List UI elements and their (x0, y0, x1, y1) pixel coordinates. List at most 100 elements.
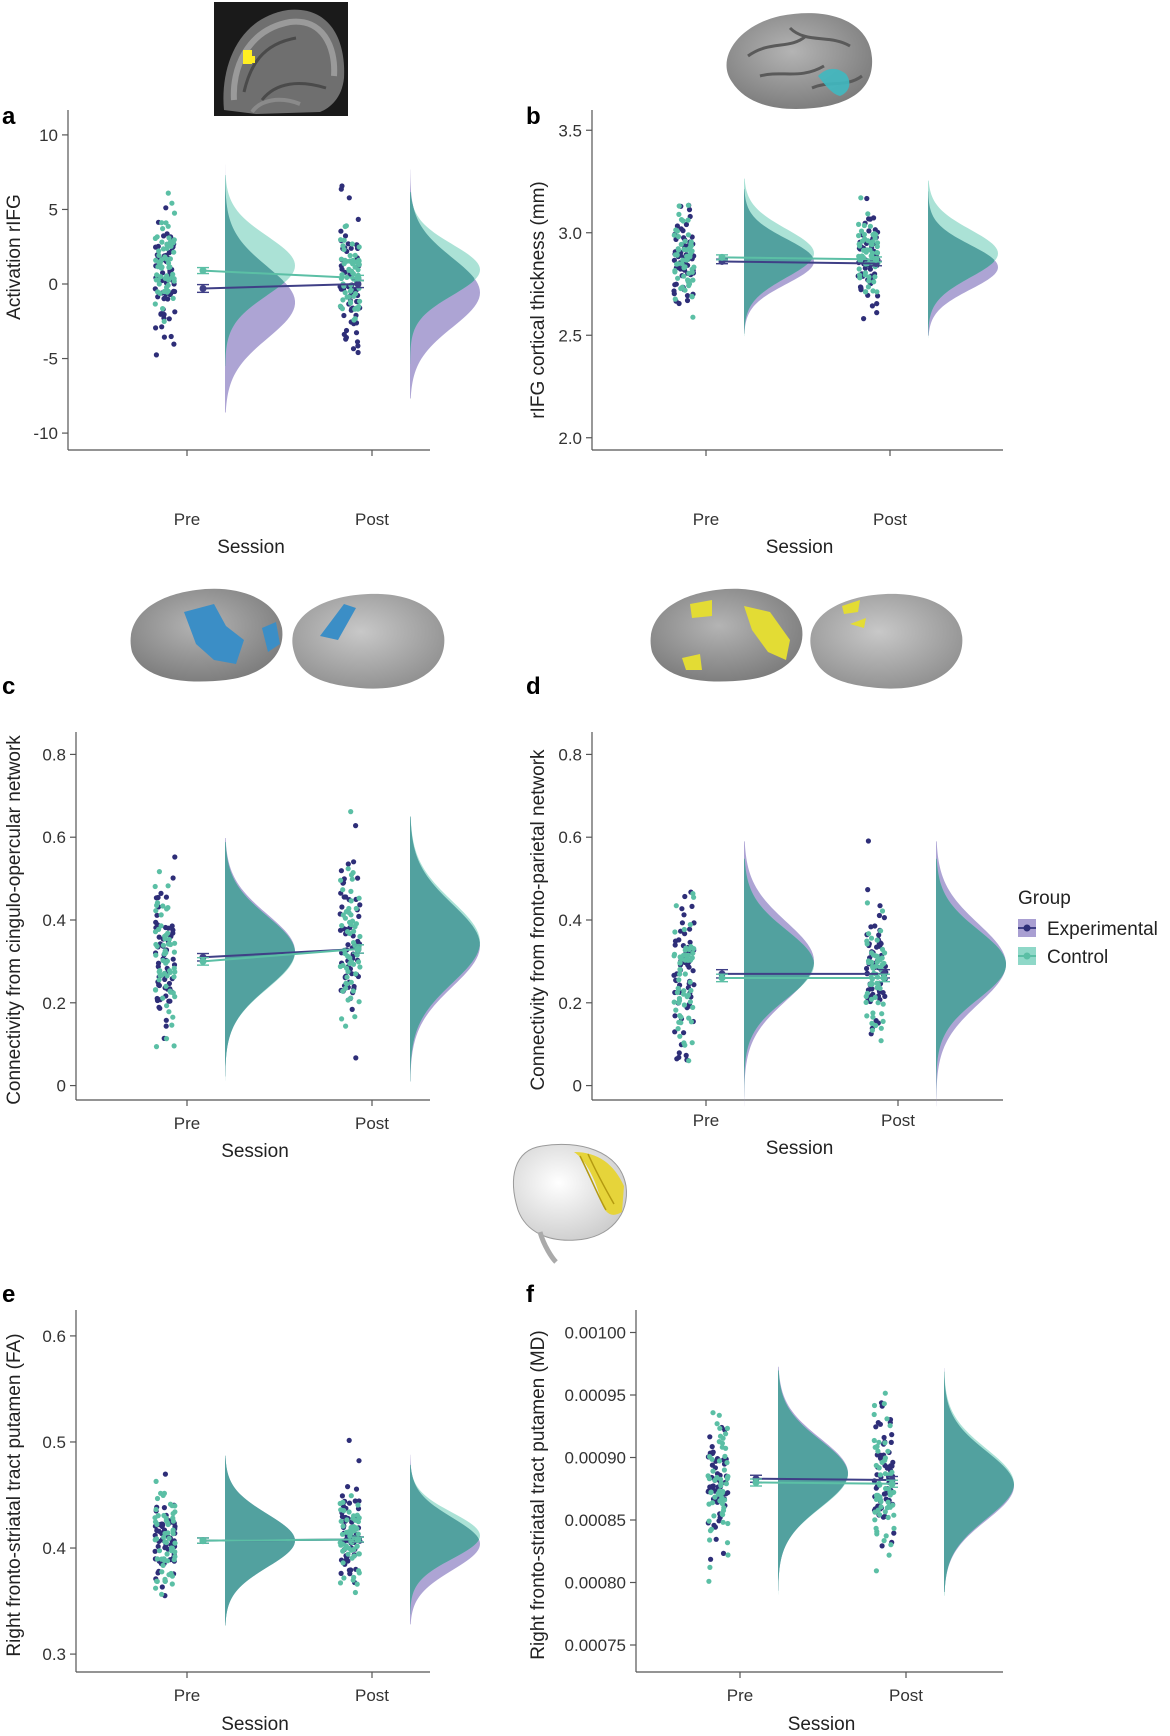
data-point-control (873, 1568, 880, 1574)
data-point-control (866, 278, 872, 284)
data-point-control (350, 1515, 356, 1521)
data-point-experimental (708, 1556, 714, 1562)
data-point-control (153, 1044, 160, 1050)
y-tick-label: 0.00100 (565, 1324, 626, 1343)
data-point-control (340, 1523, 346, 1529)
data-point-control (690, 1004, 696, 1011)
mean-point-control (354, 1536, 362, 1544)
data-point-control (347, 1533, 353, 1539)
data-point-control (687, 979, 693, 985)
data-point-control (866, 931, 872, 937)
data-point-experimental (353, 823, 359, 829)
data-point-experimental (686, 207, 693, 213)
x-tick-label: Post (881, 1111, 915, 1130)
data-point-control (170, 1511, 176, 1517)
data-point-experimental (172, 288, 178, 295)
y-tick-label: 0.4 (42, 1539, 66, 1558)
data-point-control (880, 1018, 886, 1024)
data-point-control (165, 260, 172, 266)
mean-point-control (199, 1537, 207, 1545)
data-point-control (353, 905, 359, 912)
data-point-experimental (338, 868, 344, 874)
data-point-control (153, 277, 159, 283)
y-axis-title: Right fronto-striatal tract putamen (FA) (4, 1333, 25, 1656)
data-point-control (721, 1467, 728, 1473)
data-point-control (723, 1445, 729, 1451)
data-point-control (872, 1444, 878, 1450)
data-point-control (884, 1416, 890, 1422)
chart-panel-f: 0.00075 0.00080 0.00085 0.00090 0.00095 0.001… (528, 1310, 1014, 1735)
data-point-control (356, 999, 362, 1005)
data-point-experimental (869, 303, 876, 309)
data-point-experimental (155, 964, 161, 970)
data-point-control (876, 1465, 882, 1471)
data-point-control (720, 1519, 726, 1525)
data-point-experimental (865, 887, 871, 893)
data-point-experimental (875, 293, 881, 299)
data-point-control (155, 1513, 161, 1519)
y-tick-label: 0.00095 (565, 1386, 626, 1405)
data-point-experimental (674, 223, 681, 229)
data-point-experimental (169, 923, 175, 929)
data-point-control (154, 272, 160, 278)
mean-point-control (752, 1479, 760, 1486)
data-point-control (154, 1495, 161, 1502)
data-point-control (676, 998, 683, 1004)
data-point-experimental (672, 1029, 678, 1035)
data-point-control (353, 1525, 359, 1531)
data-point-control (169, 200, 175, 206)
data-point-control (724, 1474, 731, 1480)
data-point-control (863, 247, 869, 253)
data-point-control (676, 211, 682, 217)
data-point-control (872, 274, 878, 280)
x-axis-title: Session (788, 1714, 856, 1735)
data-point-control (691, 894, 697, 900)
data-point-control (349, 241, 355, 247)
data-point-experimental (684, 293, 691, 299)
data-point-control (172, 940, 178, 946)
mean-line-experimental (755, 1477, 893, 1481)
data-point-control (675, 261, 681, 267)
data-point-control (170, 1518, 176, 1524)
data-point-control (719, 1495, 725, 1501)
data-point-control (878, 928, 884, 934)
data-point-experimental (341, 331, 347, 337)
data-point-control (681, 1002, 688, 1008)
data-point-experimental (172, 854, 178, 860)
data-point-control (347, 288, 353, 294)
data-point-experimental (165, 925, 171, 931)
data-point-control (678, 1014, 684, 1020)
data-point-control (163, 950, 169, 956)
data-point-experimental (864, 195, 870, 202)
data-point-control (682, 1042, 688, 1048)
data-point-control (169, 1581, 175, 1587)
density-overlap (410, 192, 475, 364)
data-point-experimental (156, 934, 162, 940)
data-point-control (690, 314, 696, 320)
data-point-control (162, 1576, 168, 1582)
data-point-control (156, 281, 162, 287)
data-point-experimental (673, 281, 679, 287)
data-point-control (348, 809, 354, 815)
data-point-control (171, 1043, 177, 1049)
chart-panel-b: 2.0 2.5 3.0 3.5 Pre Post Session rIFG cortical … (528, 110, 1003, 558)
data-point-control (172, 1554, 178, 1560)
data-point-experimental (166, 316, 172, 322)
data-point-control (871, 1437, 877, 1444)
data-point-control (865, 284, 872, 290)
data-point-experimental (349, 971, 355, 977)
data-point-control (348, 1493, 354, 1499)
data-point-control (875, 957, 881, 963)
data-point-control (340, 1541, 346, 1547)
data-point-control (872, 1517, 878, 1523)
data-point-experimental (682, 931, 688, 937)
data-point-control (864, 990, 871, 996)
data-point-experimental (858, 286, 864, 292)
data-point-experimental (876, 912, 883, 919)
data-point-control (159, 264, 165, 270)
data-point-control (163, 1515, 169, 1521)
data-point-control (877, 1472, 884, 1478)
data-point-experimental (687, 926, 693, 932)
data-point-control (879, 946, 886, 953)
data-point-experimental (161, 334, 167, 340)
